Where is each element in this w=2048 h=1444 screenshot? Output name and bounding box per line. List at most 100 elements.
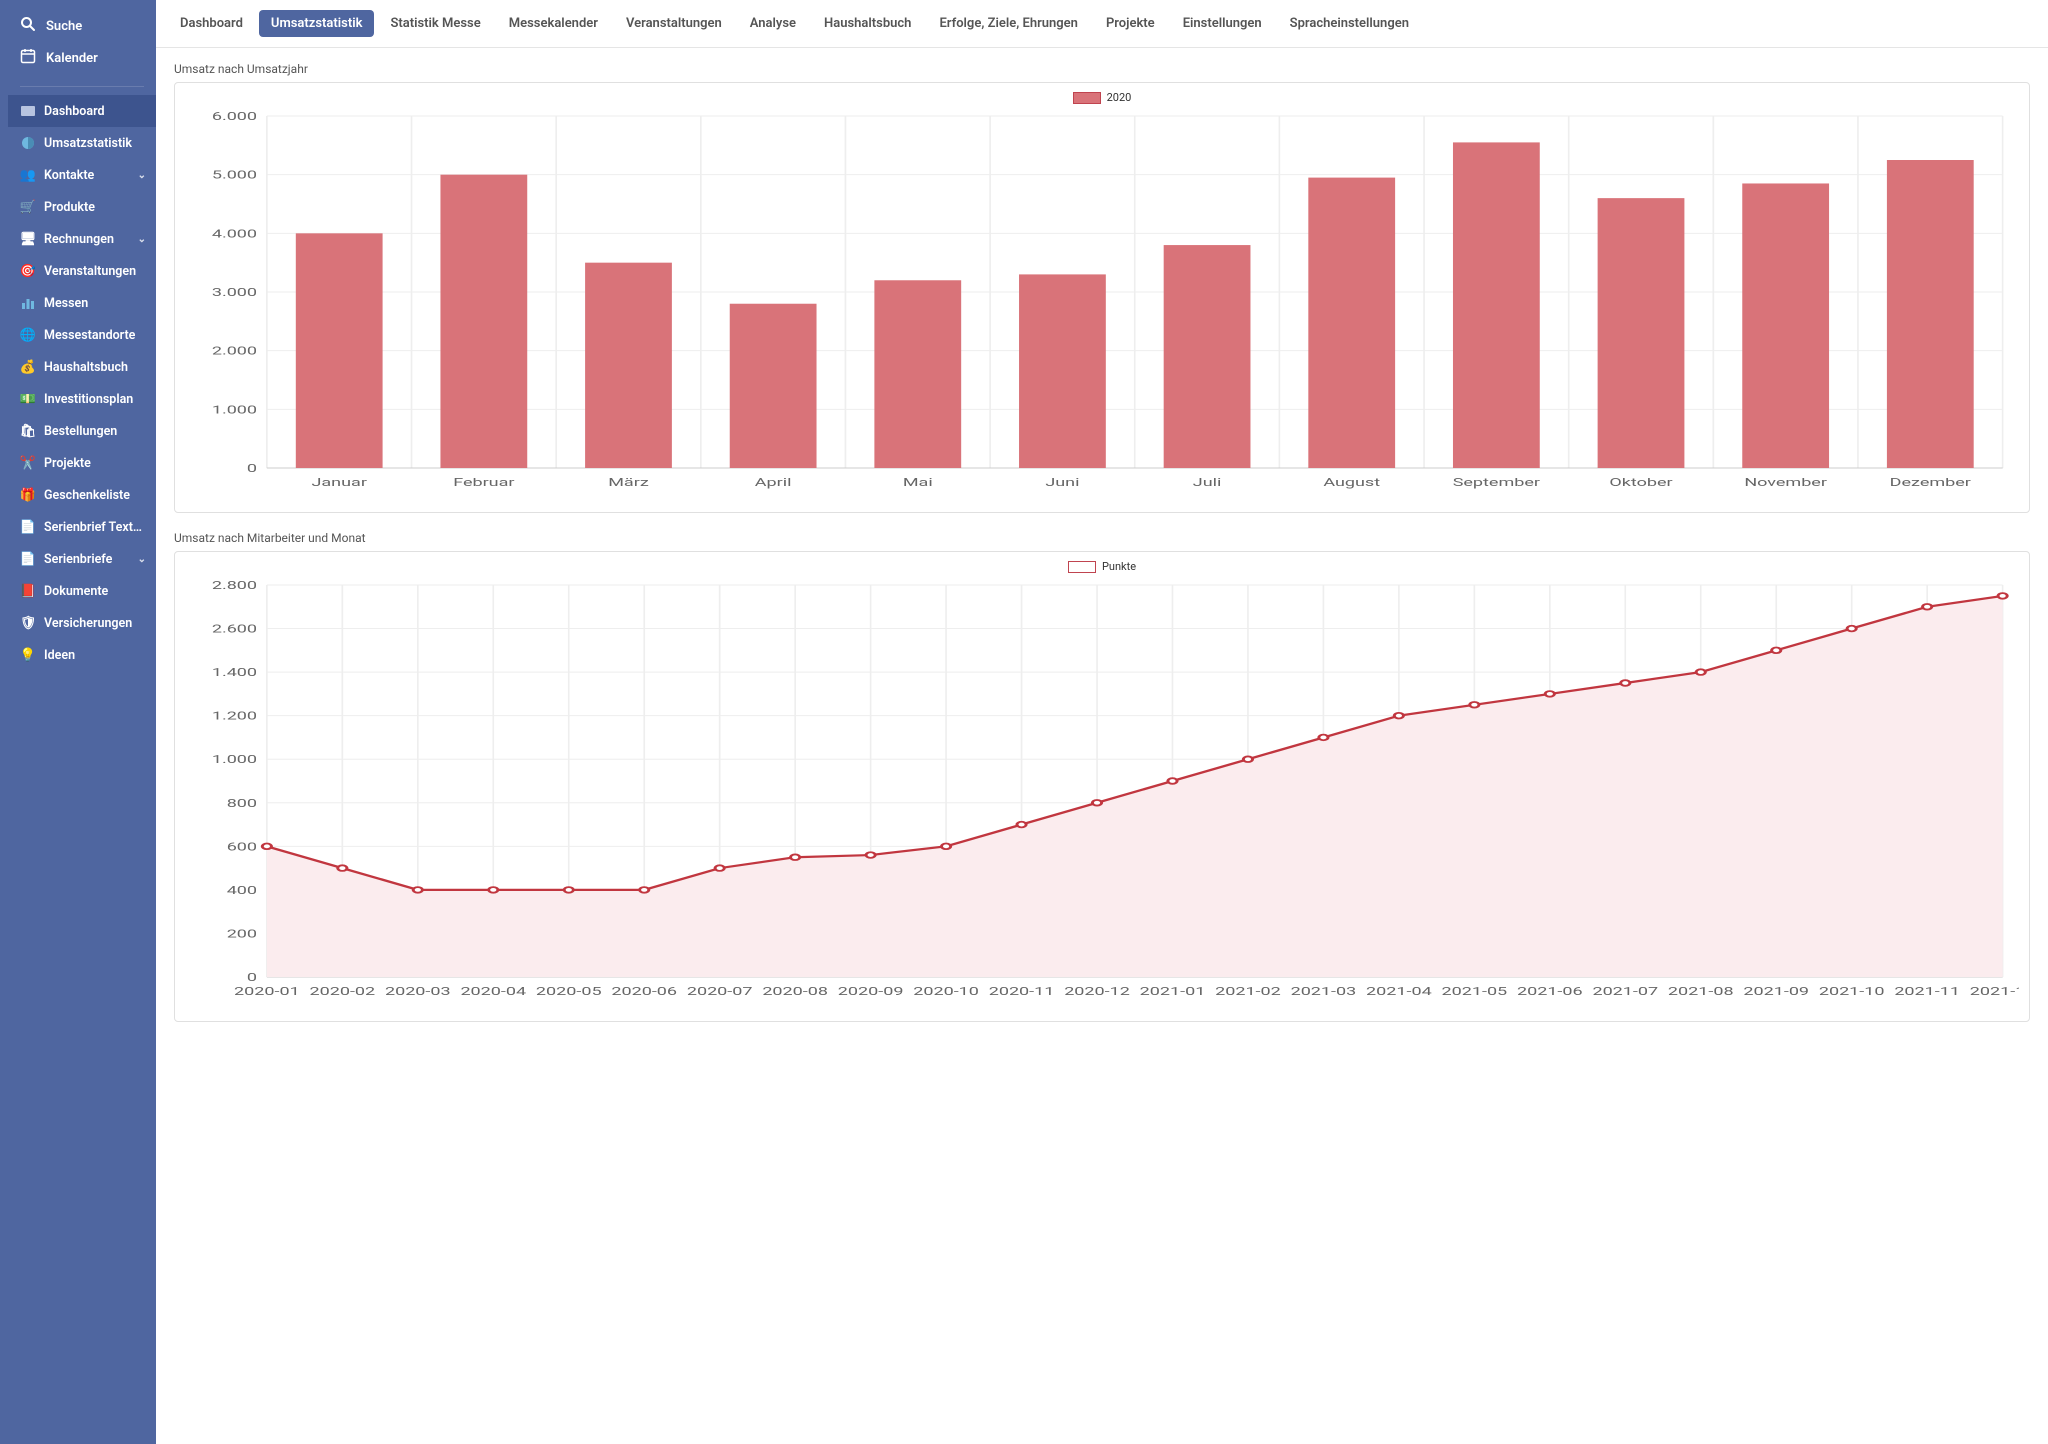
svg-text:Dezember: Dezember	[1890, 476, 1971, 489]
legend-swatch-punkte	[1068, 561, 1096, 573]
line-chart-panel: Punkte 02004006008001.0001.2001.4002.600…	[174, 551, 2030, 1022]
svg-text:2021-03: 2021-03	[1291, 985, 1357, 998]
nav-icon: 🎁	[20, 487, 36, 503]
tab-umsatzstatistik[interactable]: Umsatzstatistik	[259, 10, 375, 37]
nav-label: Produkte	[44, 200, 95, 215]
svg-text:2021-05: 2021-05	[1442, 985, 1508, 998]
nav-icon: 🌐	[20, 327, 36, 343]
sidebar-item-dashboard[interactable]: Dashboard	[8, 95, 156, 127]
tab-erfolge-ziele-ehrungen[interactable]: Erfolge, Ziele, Ehrungen	[927, 10, 1089, 37]
tab-einstellungen[interactable]: Einstellungen	[1171, 10, 1274, 37]
calendar-icon	[20, 48, 36, 68]
sidebar-calendar[interactable]: Kalender	[20, 42, 144, 74]
nav-icon: 💡	[20, 647, 36, 663]
sidebar-item-serienbrief-textb-[interactable]: 📄 Serienbrief Textb…	[8, 511, 156, 543]
search-icon	[20, 16, 36, 36]
legend-label-2020: 2020	[1107, 91, 1132, 104]
nav-icon: 📕	[20, 583, 36, 599]
svg-text:2.000: 2.000	[212, 344, 257, 357]
sidebar-item-rechnungen[interactable]: 🖥Rechnungen⌄	[8, 223, 156, 255]
svg-text:März: März	[608, 476, 649, 489]
svg-text:2.600: 2.600	[212, 622, 257, 635]
svg-text:1.200: 1.200	[212, 709, 257, 722]
nav-label: Kontakte	[44, 168, 94, 183]
nav-label: Versicherungen	[44, 616, 132, 631]
nav-icon	[20, 135, 36, 151]
sidebar-item-ideen[interactable]: 💡 Ideen	[8, 639, 156, 671]
sidebar-divider	[20, 86, 144, 87]
chevron-down-icon: ⌄	[138, 234, 146, 245]
svg-text:400: 400	[227, 884, 257, 897]
sidebar-item-messen[interactable]: Messen	[8, 287, 156, 319]
tab-statistik-messe[interactable]: Statistik Messe	[378, 10, 492, 37]
svg-text:2021-01: 2021-01	[1140, 985, 1206, 998]
sidebar-item-produkte[interactable]: 🛒Produkte	[8, 191, 156, 223]
sidebar: Suche Kalender DashboardUmsatzstatistik👥…	[8, 0, 156, 1444]
svg-text:Februar: Februar	[453, 476, 514, 489]
svg-text:600: 600	[227, 840, 257, 853]
svg-text:2020-01: 2020-01	[234, 985, 300, 998]
nav-icon: 📄	[20, 519, 36, 535]
svg-text:0: 0	[247, 462, 257, 475]
sidebar-item-kontakte[interactable]: 👥 Kontakte ⌄	[8, 159, 156, 191]
svg-text:2020-08: 2020-08	[762, 985, 828, 998]
chevron-down-icon: ⌄	[138, 554, 146, 565]
sidebar-item-dokumente[interactable]: 📕Dokumente	[8, 575, 156, 607]
sidebar-item-veranstaltungen[interactable]: 🎯Veranstaltungen	[8, 255, 156, 287]
nav-label: Geschenkeliste	[44, 488, 130, 503]
svg-text:2020-07: 2020-07	[687, 985, 753, 998]
sidebar-calendar-label: Kalender	[46, 51, 98, 66]
line-chart-title: Umsatz nach Mitarbeiter und Monat	[174, 525, 2030, 551]
tab-analyse[interactable]: Analyse	[738, 10, 808, 37]
bar-chart-panel: 2020 01.0002.0003.0004.0005.0006.000Janu…	[174, 82, 2030, 513]
sidebar-item-geschenkeliste[interactable]: 🎁 Geschenkeliste	[8, 479, 156, 511]
tab-dashboard[interactable]: Dashboard	[168, 10, 255, 37]
svg-text:1.000: 1.000	[212, 403, 257, 416]
sidebar-item-versicherungen[interactable]: 🛡Versicherungen	[8, 607, 156, 639]
nav-icon: 🖥	[20, 231, 36, 247]
tab-spracheinstellungen[interactable]: Spracheinstellungen	[1278, 10, 1421, 37]
sidebar-item-projekte[interactable]: ✂️ Projekte	[8, 447, 156, 479]
svg-text:April: April	[755, 476, 792, 489]
sidebar-item-bestellungen[interactable]: 🛍Bestellungen	[8, 415, 156, 447]
line-chart: 02004006008001.0001.2001.4002.6002.80020…	[185, 579, 2019, 999]
nav-label: Ideen	[44, 648, 75, 663]
sidebar-item-serienbriefe[interactable]: 📄Serienbriefe⌄	[8, 543, 156, 575]
tab-projekte[interactable]: Projekte	[1094, 10, 1167, 37]
nav-label: Messen	[44, 296, 88, 311]
sidebar-search[interactable]: Suche	[20, 10, 144, 42]
nav-icon	[20, 103, 36, 119]
nav-icon: 🛍	[20, 423, 36, 439]
nav-icon: ✂️	[20, 455, 36, 471]
nav-label: Serienbrief Textb…	[44, 520, 144, 535]
tab-haushaltsbuch[interactable]: Haushaltsbuch	[812, 10, 923, 37]
bar-chart: 01.0002.0003.0004.0005.0006.000JanuarFeb…	[185, 110, 2019, 490]
tab-messekalender[interactable]: Messekalender	[497, 10, 610, 37]
sidebar-item-haushaltsbuch[interactable]: 💰Haushaltsbuch	[8, 351, 156, 383]
svg-text:5.000: 5.000	[212, 168, 257, 181]
svg-text:2021-06: 2021-06	[1517, 985, 1583, 998]
sidebar-nav: DashboardUmsatzstatistik 👥 Kontakte ⌄ 🛒Produ…	[8, 95, 156, 671]
svg-text:3.000: 3.000	[212, 286, 257, 299]
sidebar-item-messestandorte[interactable]: 🌐 Messestandorte	[8, 319, 156, 351]
nav-label: Projekte	[44, 456, 91, 471]
svg-text:2021-04: 2021-04	[1366, 985, 1432, 998]
svg-text:2020-02: 2020-02	[310, 985, 376, 998]
nav-label: Messestandorte	[44, 328, 135, 343]
legend-swatch-2020	[1073, 92, 1101, 104]
nav-icon: 👥	[20, 167, 36, 183]
nav-icon	[20, 295, 36, 311]
sidebar-item-investitionsplan[interactable]: 💵Investitionsplan	[8, 383, 156, 415]
sidebar-item-umsatzstatistik[interactable]: Umsatzstatistik	[8, 127, 156, 159]
svg-text:2020-11: 2020-11	[989, 985, 1055, 998]
svg-text:2020-10: 2020-10	[913, 985, 979, 998]
content: Umsatz nach Umsatzjahr 2020 01.0002.0003…	[156, 48, 2048, 1052]
svg-text:2020-12: 2020-12	[1064, 985, 1130, 998]
sidebar-search-label: Suche	[46, 19, 82, 34]
chevron-down-icon: ⌄	[138, 170, 146, 181]
nav-label: Haushaltsbuch	[44, 360, 128, 375]
svg-text:2020-03: 2020-03	[385, 985, 451, 998]
svg-text:2020-04: 2020-04	[460, 985, 526, 998]
svg-text:4.000: 4.000	[212, 227, 257, 240]
tab-veranstaltungen[interactable]: Veranstaltungen	[614, 10, 734, 37]
